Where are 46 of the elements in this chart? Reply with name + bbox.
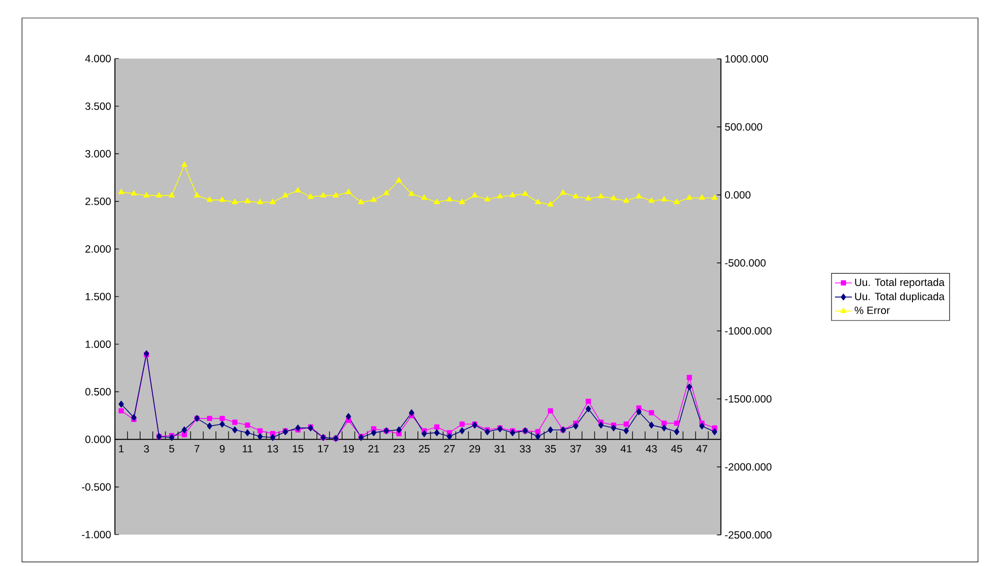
x-tick-label: 35 bbox=[545, 445, 556, 453]
x-tick-label: 9 bbox=[220, 445, 225, 453]
x-tick-label: 39 bbox=[596, 445, 606, 453]
y-tick-label: 0.500 bbox=[85, 388, 111, 396]
x-tick-label: 43 bbox=[646, 445, 657, 453]
x-tick-label: 7 bbox=[194, 445, 200, 452]
y-tick-label: -1.000 bbox=[82, 530, 111, 538]
x-tick-label: 19 bbox=[343, 445, 354, 453]
x-tick-label: 33 bbox=[520, 445, 531, 453]
legend-label: % Error bbox=[854, 306, 890, 314]
y-tick-label: 1.000 bbox=[86, 340, 111, 348]
y2-tick-label: 500.000 bbox=[725, 123, 762, 131]
y2-tick-label: -1500.000 bbox=[725, 395, 772, 403]
x-tick-label: 25 bbox=[418, 445, 430, 453]
x-tick-label: 13 bbox=[268, 445, 278, 453]
y-tick-label: 2.500 bbox=[85, 198, 111, 206]
y2-tick-label: 0.000 bbox=[725, 191, 750, 199]
x-tick-label: 17 bbox=[318, 445, 329, 452]
y2-tick-label: -1000.000 bbox=[725, 327, 772, 335]
y2-tick-label: -2000.000 bbox=[725, 463, 772, 471]
y-tick-label: 0.000 bbox=[85, 436, 111, 444]
x-tick-label: 23 bbox=[394, 445, 404, 453]
x-tick-label: 45 bbox=[671, 445, 682, 452]
y2-tick-label: 1000.000 bbox=[725, 55, 768, 63]
x-tick-label: 47 bbox=[696, 445, 708, 452]
x-tick-label: 27 bbox=[444, 445, 455, 452]
y-tick-label: -0.500 bbox=[82, 483, 111, 491]
x-tick-label: 41 bbox=[620, 445, 632, 452]
y-tick-label: 4.000 bbox=[85, 54, 111, 62]
x-tick-label: 15 bbox=[292, 445, 304, 452]
x-tick-label: 37 bbox=[570, 445, 582, 453]
x-tick-label: 31 bbox=[494, 445, 506, 453]
x-tick-label: 1 bbox=[119, 445, 124, 452]
x-tick-label: 29 bbox=[469, 445, 480, 453]
x-tick-label: 21 bbox=[368, 445, 380, 452]
y2-tick-label: -500.000 bbox=[725, 259, 766, 267]
y-tick-label: 3.500 bbox=[85, 102, 111, 110]
y-tick-label: 3.000 bbox=[85, 150, 111, 158]
y-tick-label: 2.000 bbox=[85, 245, 111, 253]
x-tick-label: 5 bbox=[169, 445, 174, 452]
legend-label: Uu. Total reportada bbox=[855, 278, 945, 288]
x-tick-label: 3 bbox=[144, 445, 149, 453]
y2-tick-label: -2500.000 bbox=[725, 531, 772, 539]
legend-label: Uu. Total duplicada bbox=[855, 292, 945, 302]
y-tick-label: 1.500 bbox=[86, 292, 111, 300]
x-tick-label: 11 bbox=[242, 445, 252, 452]
